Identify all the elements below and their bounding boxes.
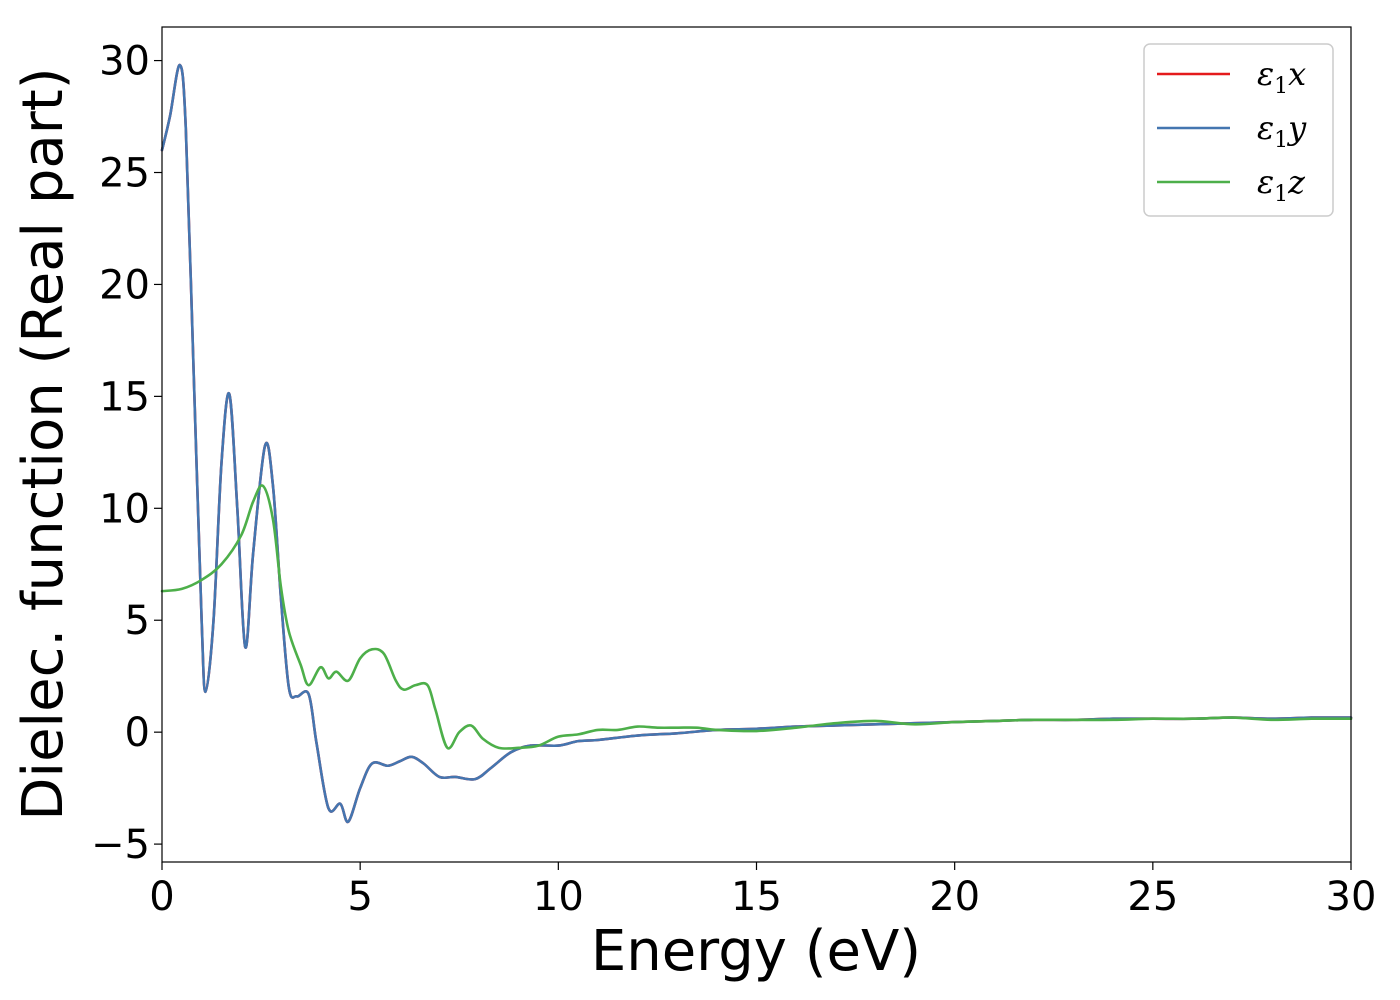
x-ticks: 0 5 10 15 20 25 30 [149,862,1376,920]
series-lines [160,63,1353,824]
legend-label-x: ε1x [1257,55,1306,99]
legend-label-y: ε1y [1257,109,1307,153]
legend-symbol: ε [1257,55,1274,93]
y-tick-label: −5 [91,822,150,868]
plot-frame [161,26,1352,863]
x-axis-label: Energy (eV) [591,919,921,984]
y-tick-label: 15 [99,374,150,420]
y-tick-label: 5 [125,598,150,644]
y-tick-label: 20 [99,262,150,308]
y-tick-label: 30 [99,39,150,85]
legend-symbol: ε [1257,163,1274,201]
x-tick-label: 20 [929,874,980,920]
legend-series-name: z [1287,163,1306,201]
y-ticks: −5 0 5 10 15 20 25 30 [91,39,162,868]
y-axis-label: Dielec. function (Real part) [11,67,76,820]
legend-box [1143,43,1334,217]
y-tick-label: 0 [125,710,150,756]
x-tick-label: 5 [347,874,372,920]
legend-label-z: ε1z [1257,163,1306,207]
x-tick-label: 0 [149,874,174,920]
x-tick-label: 30 [1326,874,1377,920]
legend-series-name: y [1286,109,1307,147]
legend-symbol: ε [1257,109,1274,147]
legend-subscript: 1 [1274,74,1288,99]
x-tick-label: 15 [731,874,782,920]
legend-subscript: 1 [1274,182,1288,207]
x-tick-label: 25 [1127,874,1178,920]
series-line-z [160,484,1353,750]
x-tick-label: 10 [533,874,584,920]
legend-series-name: x [1288,55,1306,93]
y-tick-label: 25 [99,151,150,197]
legend-subscript: 1 [1274,128,1288,153]
y-tick-label: 10 [99,486,150,532]
